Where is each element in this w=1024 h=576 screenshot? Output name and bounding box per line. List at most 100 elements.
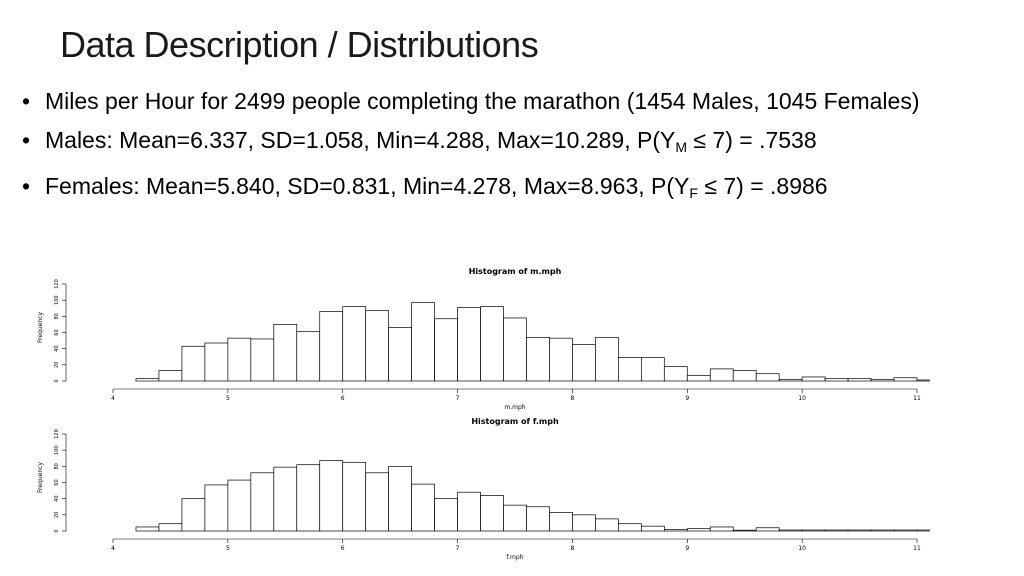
- histogram-bar: [778, 529, 803, 532]
- bullet-symbol: •: [22, 88, 31, 114]
- histogram-bar: [595, 336, 619, 382]
- y-tick-label: 20: [54, 362, 60, 368]
- histogram-male: Histogram of m.mph Frequency 0 20 40 60 80 100 1…: [30, 264, 930, 414]
- histogram-bar: [250, 338, 275, 382]
- histogram-bar: [572, 344, 596, 382]
- histogram-bar: [250, 472, 275, 532]
- histogram-bar: [273, 466, 298, 532]
- histogram-bar: [135, 378, 160, 382]
- histogram-bar: [503, 317, 527, 382]
- x-tick-label: 5: [226, 545, 230, 552]
- x-axis-label: m.mph: [504, 404, 525, 411]
- histogram-bar: [181, 345, 206, 382]
- y-tick-label: 0: [54, 529, 60, 532]
- histogram-male-svg: Histogram of m.mph Frequency 0 20 40 60 80 100 1…: [37, 267, 930, 411]
- histogram-bar: [572, 514, 596, 532]
- y-tick-label: 0: [54, 379, 60, 382]
- bullet-item: • Males: Mean=6.337, SD=1.058, Min=4.288…: [22, 125, 1012, 163]
- histogram-bar: [709, 526, 734, 532]
- y-tick-label: 20: [54, 512, 60, 518]
- x-tick-label: 8: [571, 545, 575, 552]
- histogram-bar: [732, 370, 757, 382]
- x-tick-label: 6: [341, 395, 345, 402]
- histogram-bar: [663, 529, 688, 532]
- histogram-bar: [434, 318, 458, 382]
- histogram-bar: [342, 306, 367, 382]
- x-axis-label: f.mph: [506, 554, 523, 561]
- histogram-bar: [618, 523, 642, 532]
- histogram-bar: [227, 337, 252, 382]
- x-tick-label: 7: [456, 395, 460, 402]
- histogram-bar: [663, 366, 688, 382]
- histogram-female-svg: Histogram of f.mph Frequency 0 20 40 60 80 100 1…: [37, 417, 930, 561]
- y-tick-label: 40: [54, 495, 60, 501]
- histogram-bar: [227, 479, 252, 532]
- histogram-bar: [273, 324, 298, 382]
- histogram-bar: [365, 472, 390, 532]
- histogram-bar: [526, 506, 550, 532]
- histogram-bar: [204, 342, 229, 382]
- x-tick-label: 11: [913, 545, 921, 552]
- y-tick-label: 100: [54, 295, 60, 305]
- x-tick-label: 4: [111, 545, 115, 552]
- y-tick-label: 60: [54, 479, 60, 485]
- histogram-bar: [801, 529, 826, 532]
- histogram-bar: [480, 495, 504, 532]
- histogram-bar: [204, 484, 229, 532]
- histogram-bar: [916, 379, 930, 382]
- histogram-bar: [457, 307, 481, 382]
- x-tick-label: 8: [571, 395, 575, 402]
- histogram-bar: [870, 529, 895, 532]
- x-tick-label: 7: [456, 545, 460, 552]
- histogram-bar: [893, 529, 918, 532]
- histogram-bar: [411, 483, 435, 532]
- histogram-bar: [686, 374, 711, 382]
- histogram-bar: [526, 336, 550, 382]
- histogram-bar: [503, 504, 527, 532]
- y-tick-label: 100: [54, 445, 60, 455]
- y-axis-label: Frequency: [37, 462, 44, 493]
- chart-title: Histogram of m.mph: [469, 267, 562, 276]
- histogram-bar: [893, 377, 918, 382]
- histogram-bar: [549, 512, 573, 532]
- histogram-bar: [135, 526, 160, 532]
- bullet-text: Miles per Hour for 2499 people completin…: [45, 88, 920, 114]
- histogram-bar: [847, 378, 872, 382]
- histogram-bar: [434, 498, 458, 532]
- histogram-bar: [801, 376, 826, 382]
- histogram-bar: [640, 525, 665, 532]
- histogram-bar: [824, 378, 849, 382]
- histogram-bar: [411, 302, 435, 382]
- histogram-bar: [549, 337, 573, 382]
- histogram-bar: [824, 529, 849, 532]
- y-tick-label: 60: [54, 329, 60, 335]
- histogram-bar: [319, 311, 344, 382]
- histogram-bar: [480, 306, 504, 382]
- bullet-text-pre: Males: Mean=6.337, SD=1.058, Min=4.288, …: [45, 127, 676, 153]
- histogram-bar: [870, 379, 895, 382]
- histogram-bar: [342, 461, 367, 532]
- y-tick-label: 40: [54, 345, 60, 351]
- x-tick-label: 4: [111, 395, 115, 402]
- slide-title: Data Description / Distributions: [60, 24, 539, 65]
- chart-title: Histogram of f.mph: [471, 417, 559, 426]
- histogram-bar: [618, 357, 642, 382]
- bullet-text-pre: Females: Mean=5.840, SD=0.831, Min=4.278…: [45, 173, 690, 199]
- histogram-bar: [319, 460, 344, 532]
- histogram-bar: [709, 368, 734, 382]
- x-tick-label: 11: [913, 395, 921, 402]
- y-tick-label: 80: [54, 463, 60, 469]
- histogram-bar: [755, 527, 780, 532]
- histogram-bar: [640, 357, 665, 382]
- histogram-bar: [388, 327, 412, 382]
- histogram-bar: [778, 379, 803, 382]
- x-tick-label: 10: [798, 395, 806, 402]
- histogram-bar: [847, 529, 872, 532]
- y-axis-label: Frequency: [37, 312, 44, 343]
- x-tick-label: 10: [798, 545, 806, 552]
- histogram-bar: [181, 498, 206, 532]
- histogram-bar: [388, 465, 412, 532]
- histogram-bar: [732, 529, 757, 532]
- histogram-bar: [296, 464, 321, 532]
- histogram-female: Histogram of f.mph Frequency 0 20 40 60 80 100 1…: [30, 414, 930, 564]
